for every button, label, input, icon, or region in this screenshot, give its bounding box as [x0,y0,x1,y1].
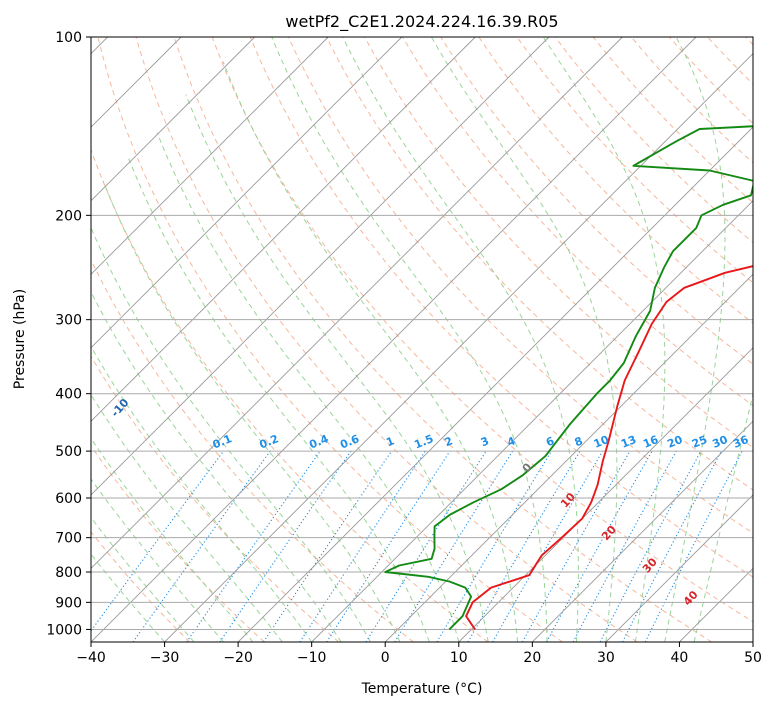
mixing-ratio-label: 20 [665,433,684,451]
moist-adiabat [91,393,283,642]
mixing-ratio-label: 10 [592,433,611,451]
mixing-ratio-line [467,450,581,642]
isotherm [91,37,623,570]
isotherm [237,126,753,642]
y-tick-label: 800 [55,565,82,581]
dry-adiabat [91,148,489,642]
mixing-ratio-label: 30 [711,433,730,451]
mixing-ratio-label: 3 [479,434,491,449]
x-tick-label: 30 [597,650,615,666]
mixing-ratio-label: 13 [619,433,638,451]
moist-adiabat [342,37,579,642]
dry-adiabat [91,531,191,642]
plot-frame [90,36,754,643]
x-tick-label: −20 [223,650,253,666]
isotherm [311,200,753,642]
x-tick-label: 0 [381,650,390,666]
mixing-ratio-line [394,450,514,642]
dry-adiabat [249,37,753,578]
moist-adiabat [91,290,342,642]
x-tick-label: 50 [744,650,762,666]
mixing-ratio-line [263,450,392,642]
dry-adiabat [97,37,563,642]
y-tick-label: 1000 [46,622,82,638]
isotherm [91,37,329,275]
y-tick-label: 100 [55,30,82,46]
isotherm [458,347,753,642]
x-axis-label: Temperature (°C) [361,681,483,697]
y-tick-label: 500 [55,444,82,460]
x-tick-label: −40 [76,650,106,666]
y-axis-label: Pressure (hPa) [12,289,28,389]
y-tick-label: 400 [55,387,82,403]
y-tick-label: 300 [55,313,82,329]
mixing-ratio-line [219,450,352,642]
mixing-ratio-line [622,450,722,642]
moist-adiabat [430,37,618,642]
isotherm [752,641,753,642]
moist-adiabat [91,226,371,642]
dry-adiabat [516,37,753,284]
mixing-ratio-line [91,450,224,632]
dry-adiabat [173,37,713,642]
moist-adiabat [128,157,430,642]
background-lines [91,37,753,642]
y-tick-label: 200 [55,208,82,224]
x-tick-label: −10 [297,650,327,666]
y-tick-label: 600 [55,491,82,507]
mixing-ratio-label: 25 [690,433,709,451]
moist-adiabat [222,61,519,642]
dry-adiabat [440,37,753,365]
mixing-ratio-label: 8 [573,434,585,449]
y-tick-label: 900 [55,595,82,611]
mixing-ratio-line [599,450,702,642]
isotherm [91,37,403,349]
plot-background [91,37,753,642]
isotherm [91,37,550,496]
x-axis-ticks: −40 −30 −20 −10 0 10 20 30 40 50 [76,642,762,666]
dry-adiabat [91,445,265,642]
mixing-ratio-label: 1 [384,434,396,449]
y-tick-label: 700 [55,531,82,547]
isotherm [91,37,697,642]
moist-adiabat [664,37,726,642]
isotherm [91,37,256,202]
moist-adiabat [102,180,401,642]
mixing-ratio-label: 36 [731,433,750,451]
mixing-ratio-label: 2 [443,434,455,449]
mixing-ratio-label: 16 [641,433,660,451]
mixing-ratio-line [492,450,604,642]
series-layer [384,125,753,631]
isotherm [531,420,753,642]
x-tick-label: 40 [671,650,689,666]
moist-adiabat [542,37,666,642]
dry-adiabat [135,37,638,642]
x-tick-label: −30 [150,650,180,666]
isotherm [91,37,476,422]
mixing-ratio-line [436,450,552,642]
y-axis-ticks: 100 200 300 400 500 600 700 800 900 1000 [46,30,91,638]
isotherm [384,273,753,642]
x-tick-label: 10 [450,650,468,666]
isotherm [605,494,753,642]
moist-adiabat [91,478,224,642]
chart-title: wetPf2_C2E1.2024.224.16.39.R05 [285,12,558,32]
moist-adiabat [91,345,313,642]
dry-adiabat [402,37,753,407]
profile-line [384,125,753,631]
dry-adiabat-label: -20 [29,359,52,383]
isotherm [164,52,753,642]
dry-adiabat [211,37,753,623]
x-tick-label: 20 [523,650,541,666]
profile-line [465,265,753,630]
mixing-ratio-line [132,450,271,642]
